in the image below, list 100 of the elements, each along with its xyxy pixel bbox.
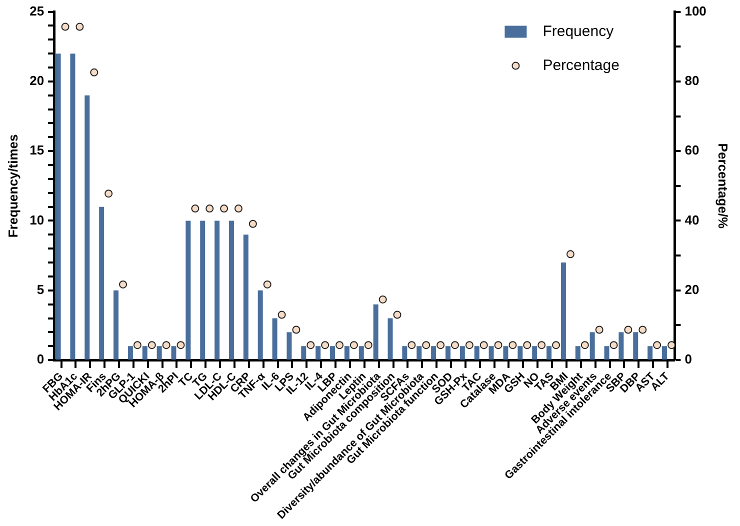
point [61,22,70,31]
bar [546,346,552,360]
point [248,220,257,228]
bar [214,220,220,360]
y2-tick-label: 20 [684,282,700,297]
bar [128,346,133,360]
point [667,341,676,350]
point [234,204,242,213]
y2-tick-label: 80 [684,73,700,88]
y-tick-label: 25 [30,3,44,18]
y2-tick-label: 60 [684,142,700,158]
y-tick-label: 5 [36,282,44,297]
bar [286,332,292,360]
bar [575,346,580,360]
point [436,341,445,350]
bar [99,206,104,360]
bar [258,290,263,360]
bar [445,346,450,360]
point [104,190,113,198]
bar [56,54,61,360]
bar [156,346,162,360]
bar [330,346,336,360]
y2-axis-title: Percentage/% [716,143,731,229]
point [119,280,128,288]
point [191,204,200,213]
bar [373,304,378,360]
point [292,326,300,334]
bar [633,332,638,360]
bar [243,234,248,360]
bar [402,346,408,360]
point [90,68,98,76]
point [350,341,358,350]
point [638,326,647,334]
y2-tick-label: 100 [684,3,706,18]
bar [662,346,667,360]
point [566,250,574,258]
bar [70,54,76,360]
point [336,341,344,350]
point [278,310,286,319]
bar [503,346,508,360]
y-tick-label: 20 [30,73,44,88]
point [580,341,589,350]
y-tick-label: 15 [30,142,44,158]
bar [301,346,306,360]
bar [560,262,566,360]
bar [344,346,350,360]
point [408,341,416,350]
bar [532,346,538,360]
bar [488,346,494,360]
point [480,341,488,350]
point [508,341,517,350]
y-tick-label: 10 [30,212,44,228]
bar [618,332,624,360]
bar [142,346,148,360]
bar [228,220,234,360]
bar [460,346,465,360]
bar [84,95,90,360]
point [523,341,532,350]
bar [171,346,176,360]
bar [431,346,436,360]
bar [474,346,480,360]
point [364,341,372,350]
point [76,22,84,31]
bar [114,290,119,360]
point [610,341,618,350]
point [133,341,142,350]
point [378,295,387,304]
bar [316,346,321,360]
point [624,326,632,334]
bar [358,346,364,360]
bar [200,220,206,360]
bar [416,346,422,360]
point [263,280,272,288]
point [450,341,459,350]
bar [388,318,393,360]
y2-tick-label: 0 [684,352,692,367]
bar [518,346,523,360]
point [321,341,330,350]
legend-label: Percentage [542,56,620,74]
point [538,341,546,350]
point [176,341,185,350]
bar [648,346,653,360]
y-tick-label: 0 [36,352,44,367]
point [220,204,228,213]
legend-label: Frequency [542,22,614,40]
point [162,341,170,350]
point [552,341,560,350]
point [206,204,214,213]
point [422,341,430,350]
point [393,310,402,319]
point [595,326,604,334]
point [465,341,474,350]
y-axis-title: Frequency/times [5,134,20,238]
point [306,341,315,350]
bar [590,332,595,360]
point [494,341,502,350]
bar [272,318,278,360]
bar [186,220,191,360]
point [148,341,156,350]
y2-tick-label: 40 [684,212,700,228]
